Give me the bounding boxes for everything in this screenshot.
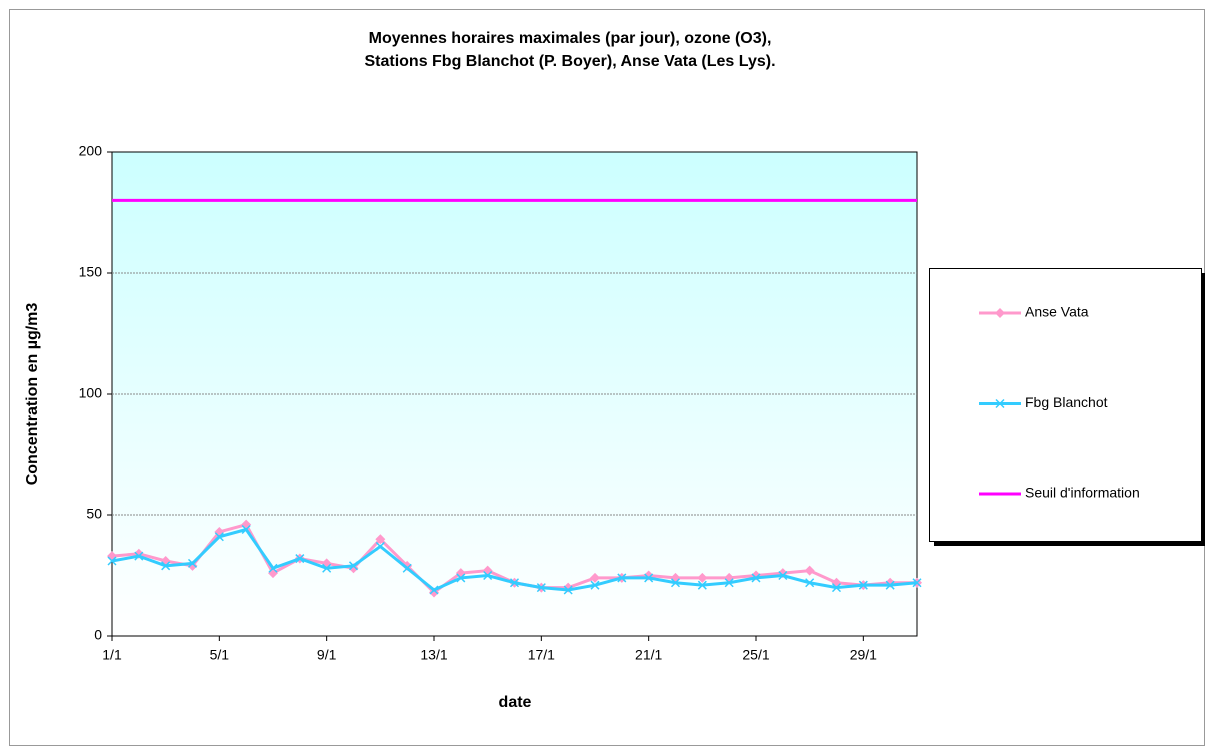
y-tick-label: 50 bbox=[86, 506, 102, 522]
marker bbox=[804, 565, 815, 576]
marker bbox=[134, 551, 144, 561]
marker bbox=[590, 580, 600, 590]
marker bbox=[885, 580, 895, 590]
marker bbox=[402, 560, 413, 571]
y-tick-label: 200 bbox=[79, 143, 103, 159]
chart-title: Moyennes horaires maximales (par jour), … bbox=[369, 30, 772, 47]
marker bbox=[214, 532, 224, 542]
x-tick-label: 29/1 bbox=[850, 647, 877, 663]
marker bbox=[348, 561, 359, 571]
chart-title: Stations Fbg Blanchot (P. Boyer), Anse V… bbox=[364, 53, 775, 70]
marker bbox=[375, 541, 385, 551]
marker bbox=[563, 585, 573, 595]
marker bbox=[161, 561, 171, 571]
marker bbox=[322, 563, 332, 573]
marker bbox=[268, 563, 278, 573]
marker bbox=[644, 573, 654, 583]
marker bbox=[402, 563, 412, 573]
marker bbox=[375, 534, 386, 545]
legend-label: Fbg Blanchot bbox=[1025, 394, 1108, 410]
marker bbox=[617, 573, 627, 583]
marker bbox=[187, 558, 198, 568]
marker bbox=[805, 578, 815, 588]
legend-label: Anse Vata bbox=[1025, 304, 1089, 320]
x-tick-label: 25/1 bbox=[742, 647, 769, 663]
y-tick-label: 100 bbox=[79, 385, 103, 401]
marker bbox=[295, 554, 305, 564]
x-tick-label: 1/1 bbox=[102, 647, 122, 663]
marker bbox=[995, 308, 1005, 318]
marker bbox=[724, 578, 734, 588]
marker bbox=[590, 572, 600, 583]
marker bbox=[456, 573, 466, 583]
marker bbox=[509, 578, 520, 588]
x-tick-label: 5/1 bbox=[210, 647, 230, 663]
marker bbox=[697, 580, 707, 590]
y-tick-label: 150 bbox=[79, 264, 103, 280]
marker bbox=[831, 583, 842, 593]
x-axis-title: date bbox=[499, 694, 532, 711]
marker bbox=[995, 398, 1005, 409]
x-tick-label: 9/1 bbox=[317, 647, 337, 663]
x-tick-label: 21/1 bbox=[635, 647, 662, 663]
marker bbox=[107, 556, 117, 566]
marker bbox=[670, 578, 681, 588]
legend-label: Seuil d'information bbox=[1025, 485, 1140, 501]
y-tick-label: 0 bbox=[94, 627, 102, 643]
marker bbox=[778, 570, 788, 581]
marker bbox=[751, 573, 761, 583]
marker bbox=[858, 580, 868, 590]
marker bbox=[483, 570, 493, 581]
marker bbox=[912, 578, 922, 588]
legend bbox=[929, 268, 1202, 542]
marker bbox=[697, 572, 708, 583]
x-tick-label: 13/1 bbox=[420, 647, 447, 663]
marker bbox=[241, 524, 251, 535]
y-axis-title: Concentration en µg/m3 bbox=[24, 303, 41, 486]
marker bbox=[429, 585, 439, 595]
x-tick-label: 17/1 bbox=[528, 647, 555, 663]
marker bbox=[536, 583, 546, 593]
